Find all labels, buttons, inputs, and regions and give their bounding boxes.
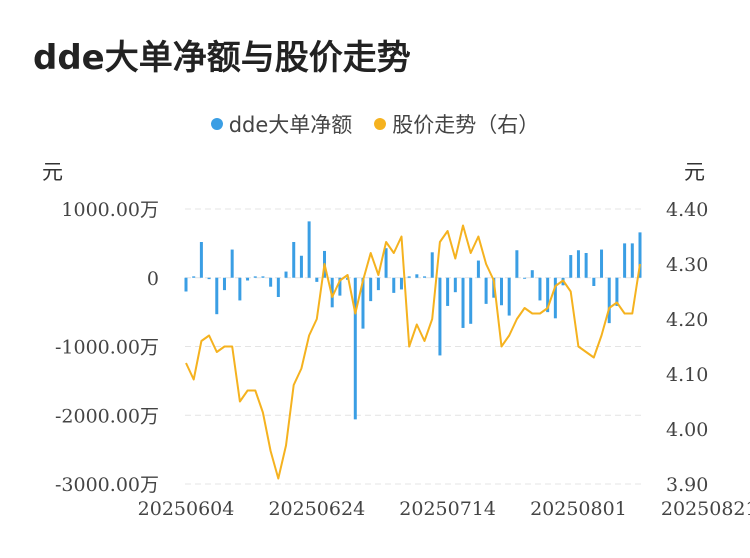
dde-bar	[215, 277, 219, 315]
dde-bar	[292, 242, 296, 278]
left-axis-unit: 元	[42, 160, 63, 184]
left-axis-ticks: 1000.00万 0 -1000.00万 -2000.00万 -3000.00万	[55, 199, 159, 496]
dde-bar	[353, 277, 357, 420]
x-tick-label: 20250821	[661, 498, 750, 520]
right-tick-label: 4.40	[666, 199, 708, 221]
dde-bar	[192, 276, 196, 278]
dde-bar	[199, 242, 203, 278]
dde-bar	[330, 277, 334, 308]
dde-bar	[315, 277, 319, 282]
dde-bar	[423, 276, 427, 278]
dde-bar	[430, 252, 434, 278]
right-axis-ticks: 4.40 4.30 4.20 4.10 4.00 3.90	[666, 199, 708, 496]
dde-bar	[230, 249, 234, 278]
legend-label-dde: dde大单净额	[228, 113, 353, 137]
dde-bar	[269, 277, 273, 287]
dde-bar	[623, 243, 627, 278]
legend-dot-price	[374, 118, 387, 130]
dde-bar	[369, 277, 373, 302]
bar-series	[184, 221, 642, 420]
dde-bar	[553, 277, 557, 319]
x-tick-label: 20250801	[530, 498, 627, 520]
left-tick-label: -2000.00万	[55, 405, 159, 427]
dde-bar	[615, 277, 619, 306]
dde-bar	[284, 271, 288, 278]
right-tick-label: 3.90	[666, 474, 708, 496]
price-line	[185, 224, 641, 480]
right-tick-label: 4.30	[666, 254, 708, 276]
dde-bar	[499, 277, 503, 306]
legend-dot-dde	[210, 118, 223, 130]
right-tick-label: 4.00	[666, 419, 708, 441]
chart-title: dde大单净额与股价走势	[33, 38, 411, 78]
left-tick-label: 0	[147, 268, 159, 290]
dde-bar	[592, 277, 596, 286]
dde-bar	[376, 277, 380, 291]
dde-bar	[530, 270, 534, 278]
grid-lines	[185, 208, 642, 485]
dde-bar	[184, 277, 188, 292]
dde-bar	[392, 277, 396, 293]
dde-bar	[576, 250, 580, 278]
dde-bar	[399, 277, 403, 290]
dde-bar	[484, 277, 488, 304]
dde-bar	[307, 221, 311, 278]
dde-bar	[276, 277, 280, 297]
dde-bar	[438, 277, 442, 356]
left-tick-label: -3000.00万	[55, 474, 159, 496]
dde-bar	[515, 250, 519, 278]
dde-bar	[361, 277, 365, 329]
dde-bar	[638, 232, 642, 278]
dde-bar	[446, 277, 450, 306]
dde-bar	[584, 253, 588, 278]
dde-bar	[507, 277, 511, 316]
dde-bar	[630, 243, 634, 278]
dde-bar	[476, 260, 480, 278]
line-series	[185, 224, 641, 480]
dde-bar	[546, 277, 550, 313]
legend: dde大单净额 股价走势（右）	[0, 109, 750, 139]
right-tick-label: 4.10	[666, 364, 708, 386]
dde-bar	[600, 249, 604, 278]
legend-item-price[interactable]: 股价走势（右）	[374, 109, 539, 139]
dde-bar	[523, 277, 527, 279]
right-axis-unit: 元	[684, 160, 705, 184]
dde-bar	[222, 277, 226, 291]
legend-label-price: 股价走势（右）	[392, 113, 540, 137]
right-tick-label: 4.20	[666, 309, 708, 331]
dde-bar	[299, 255, 303, 278]
dde-bar	[407, 276, 411, 278]
dde-bar	[207, 277, 211, 280]
left-tick-label: 1000.00万	[61, 199, 159, 221]
legend-item-dde[interactable]: dde大单净额	[210, 109, 353, 139]
dde-bar	[253, 276, 257, 278]
dde-bar	[338, 277, 342, 296]
dde-bar	[538, 277, 542, 301]
dde-bar	[469, 277, 473, 324]
x-tick-label: 20250714	[399, 498, 496, 520]
dde-bar	[238, 277, 242, 301]
dde-bar	[261, 276, 265, 278]
dde-bar	[415, 274, 419, 278]
dde-bar	[246, 277, 250, 281]
dde-bar	[569, 255, 573, 278]
x-tick-label: 20250604	[138, 498, 235, 520]
dde-bar	[453, 277, 457, 293]
dde-bar	[384, 248, 388, 278]
left-tick-label: -1000.00万	[55, 337, 159, 359]
dde-bar	[607, 277, 611, 324]
x-axis-ticks: 20250604 20250624 20250714 20250801 20250821	[138, 498, 750, 520]
x-tick-label: 20250624	[268, 498, 365, 520]
dde-bar	[461, 277, 465, 328]
